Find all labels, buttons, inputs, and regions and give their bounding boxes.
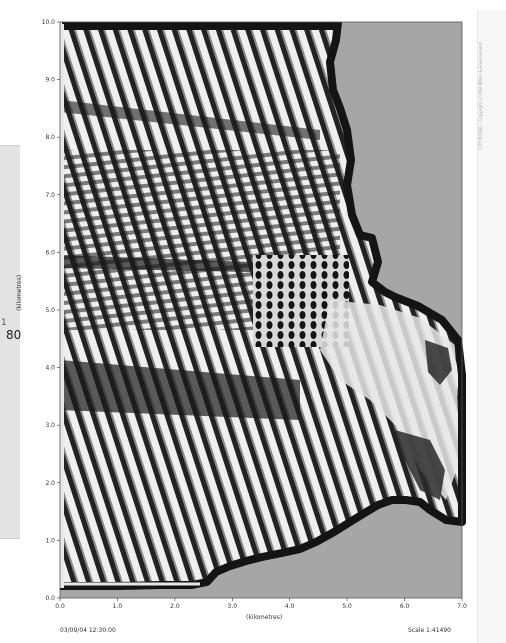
y-tick-label: 5.0 [45, 307, 55, 314]
x-tick-label: 7.0 [457, 603, 467, 610]
side-panel-value: 80 [6, 328, 22, 342]
y-tick-label: 0.0 [45, 595, 55, 602]
map-scale: Scale 1:41490 [408, 627, 451, 634]
y-tick-label: 6.0 [45, 249, 55, 256]
x-axis-ticks [59, 598, 463, 601]
sheltered-dark-patch-2 [425, 340, 452, 385]
y-axis-tick-labels: 0.0 1.0 2.0 3.0 4.0 5.0 6.0 7.0 8.0 9.0 … [42, 19, 56, 602]
y-tick-label: 3.0 [45, 422, 55, 429]
y-tick-label: 4.0 [45, 365, 55, 372]
x-tick-label: 2.0 [170, 603, 180, 610]
y-tick-label: 7.0 [45, 192, 55, 199]
x-tick-label: 0.0 [55, 603, 65, 610]
x-axis-label: (kilometres) [246, 614, 283, 621]
x-axis-tick-labels: 0.0 1.0 2.0 3.0 4.0 5.0 6.0 7.0 [55, 603, 467, 610]
wave-bands-lower [60, 360, 300, 420]
wave-band-upper [60, 100, 320, 140]
y-tick-label: 2.0 [45, 480, 55, 487]
y-axis-ticks [57, 21, 60, 599]
x-tick-label: 3.0 [228, 603, 238, 610]
sheltered-dark-patch [395, 430, 445, 500]
side-panel-tick: 1 [1, 318, 7, 328]
x-tick-label: 5.0 [342, 603, 352, 610]
timestamp: 03/09/04 12:30:00 [60, 627, 116, 634]
right-margin-strip [477, 10, 506, 643]
x-tick-label: 1.0 [113, 603, 123, 610]
y-tick-label: 8.0 [45, 134, 55, 141]
y-tick-label: 10.0 [42, 19, 56, 26]
x-tick-label: 6.0 [400, 603, 410, 610]
y-axis-label: (kilometres) [16, 274, 23, 311]
x-tick-label: 4.0 [285, 603, 295, 610]
coastline [60, 21, 466, 590]
wave-band-mid [60, 255, 250, 272]
side-panel [0, 145, 20, 539]
y-tick-label: 9.0 [45, 77, 55, 84]
y-tick-label: 1.0 [45, 537, 55, 544]
